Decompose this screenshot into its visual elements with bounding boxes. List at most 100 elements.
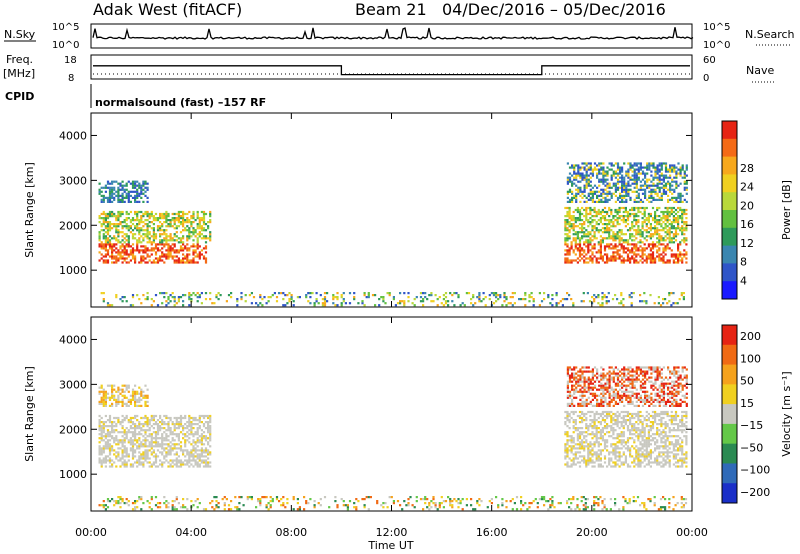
heat-cell — [612, 255, 615, 258]
heat-cell — [194, 294, 197, 297]
heat-cell — [125, 212, 128, 216]
heat-cell — [673, 164, 676, 167]
heat-cell — [564, 219, 567, 222]
heat-cell — [637, 221, 640, 224]
heat-cell — [449, 292, 452, 295]
heat-cell — [637, 261, 640, 264]
heat-cell — [566, 451, 569, 454]
heat-cell — [589, 425, 592, 428]
heat-cell — [626, 212, 630, 216]
heat-cell — [146, 439, 149, 442]
heat-cell — [173, 223, 176, 226]
heat-cell — [677, 227, 680, 230]
heat-cell — [159, 217, 162, 220]
heat-cell — [606, 465, 609, 468]
y-tick-label: 3000 — [59, 174, 87, 187]
heat-cell — [591, 208, 594, 212]
heat-cell — [633, 176, 636, 179]
heat-cell — [651, 251, 655, 254]
heat-cell — [637, 178, 640, 181]
heat-cell — [182, 235, 185, 238]
heat-cell — [624, 247, 627, 250]
heat-cell — [654, 243, 657, 246]
heat-cell — [566, 441, 569, 444]
heat-cell — [190, 261, 193, 264]
heat-cell — [159, 437, 162, 440]
heat-cell — [631, 247, 634, 250]
heat-cell — [660, 229, 663, 232]
heat-cell — [571, 376, 574, 379]
heat-cell — [643, 455, 646, 458]
heat-cell — [658, 435, 661, 438]
heat-cell — [179, 231, 183, 234]
heat-cell — [171, 437, 174, 440]
heat-cell — [432, 300, 435, 303]
heat-cell — [607, 292, 610, 295]
heat-cell — [627, 182, 630, 185]
heat-cell — [165, 451, 168, 454]
heat-cell — [125, 182, 128, 185]
heat-cell — [100, 425, 103, 428]
heat-cell — [200, 443, 203, 446]
heat-cell — [612, 221, 615, 224]
heat-cell — [361, 300, 364, 303]
heat-cell — [215, 294, 218, 297]
heat-cell — [144, 180, 147, 183]
heat-cell — [577, 384, 580, 387]
heat-cell — [121, 461, 124, 464]
heat-cell — [660, 419, 663, 422]
heat-cell — [677, 215, 680, 218]
heat-cell — [685, 465, 688, 468]
heat-cell — [566, 239, 569, 242]
heat-cell — [666, 435, 669, 438]
heat-cell — [154, 233, 158, 236]
heat-cell — [171, 439, 174, 442]
heat-cell — [334, 304, 337, 307]
heat-cell — [188, 261, 191, 264]
heat-cell — [568, 217, 571, 220]
heat-cell — [123, 296, 126, 299]
heat-cell — [668, 227, 671, 230]
heat-cell — [117, 421, 120, 424]
heat-cell — [568, 176, 572, 179]
heat-cell — [98, 447, 101, 450]
heat-cell — [585, 463, 588, 466]
heat-cell — [572, 463, 575, 466]
heat-cell — [161, 433, 164, 436]
heat-cell — [601, 298, 604, 301]
heat-cell — [612, 174, 615, 177]
heat-cell — [509, 296, 512, 299]
heat-cell — [666, 414, 669, 418]
heat-cell — [664, 186, 668, 189]
heat-cell — [134, 449, 137, 452]
heat-cell — [152, 259, 155, 262]
heat-cell — [150, 447, 153, 450]
heat-cell — [148, 217, 151, 220]
heat-cell — [595, 221, 598, 224]
heat-cell — [111, 255, 114, 258]
heat-cell — [668, 443, 671, 446]
heat-cell — [593, 184, 597, 187]
heat-cell — [524, 298, 527, 301]
heat-cell — [624, 421, 627, 424]
heat-cell — [125, 402, 128, 405]
heat-cell — [161, 437, 164, 440]
heat-cell — [595, 227, 598, 230]
heat-cell — [173, 439, 176, 442]
heat-cell — [616, 166, 620, 169]
heat-cell — [664, 239, 667, 242]
heat-cell — [589, 445, 592, 448]
heat-cell — [571, 182, 574, 185]
heat-cell — [591, 425, 594, 428]
heat-cell — [603, 445, 607, 448]
heat-cell — [108, 449, 112, 452]
heat-cell — [202, 212, 206, 216]
heat-cell — [179, 465, 183, 468]
heat-cell — [624, 461, 627, 464]
heat-cell — [593, 453, 596, 456]
heat-cell — [146, 453, 149, 456]
heat-cell — [658, 164, 661, 167]
heat-cell — [140, 241, 143, 244]
heat-cell — [100, 253, 103, 256]
heat-cell — [664, 235, 667, 238]
